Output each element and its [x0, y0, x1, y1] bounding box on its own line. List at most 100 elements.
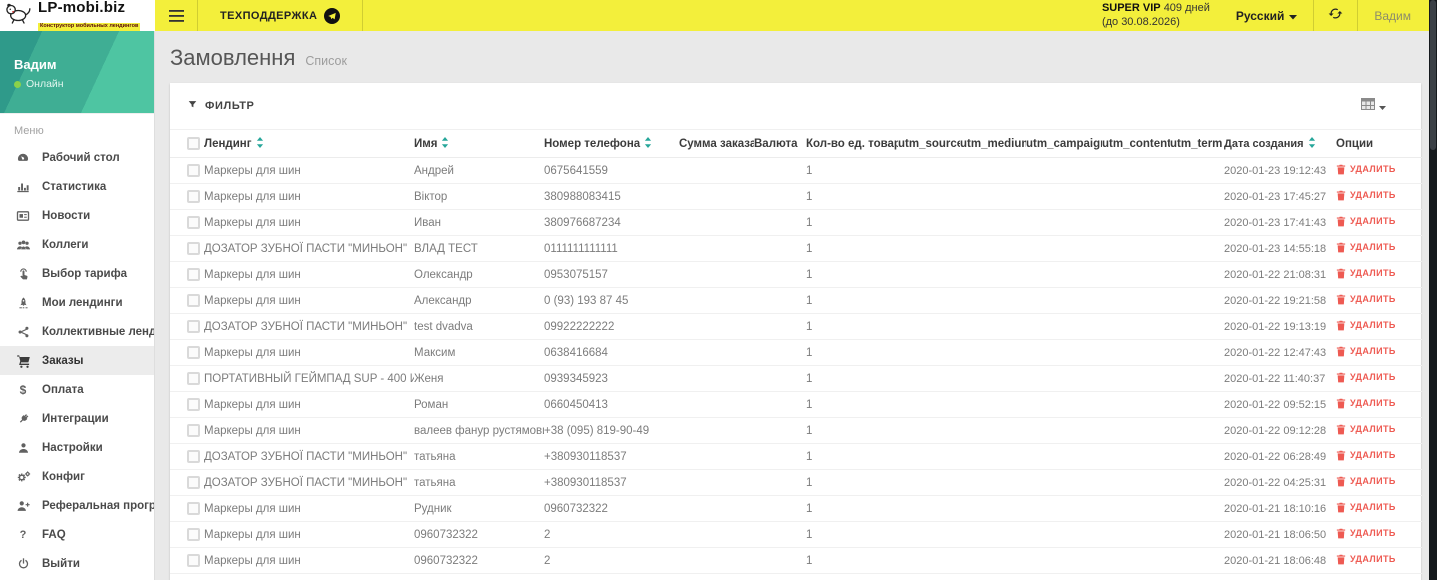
- delete-button[interactable]: УДАЛИТЬ: [1336, 346, 1396, 357]
- scrollbar-thumb[interactable]: [1430, 0, 1436, 150]
- delete-button[interactable]: УДАЛИТЬ: [1336, 424, 1396, 435]
- sidebar-item-11[interactable]: Конфиг: [0, 462, 154, 491]
- sidebar-item-8[interactable]: $ Оплата: [0, 375, 154, 404]
- row-checkbox[interactable]: [187, 294, 200, 307]
- row-checkbox[interactable]: [187, 346, 200, 359]
- row-checkbox[interactable]: [187, 502, 200, 515]
- cell-utm_campaign: [1026, 287, 1102, 314]
- row-checkbox[interactable]: [187, 372, 200, 385]
- cell-utm_source: [898, 261, 960, 288]
- refresh-button[interactable]: [1313, 0, 1357, 31]
- sidebar-item-7[interactable]: Заказы: [0, 346, 154, 375]
- language-selector[interactable]: Русский: [1220, 0, 1314, 31]
- cell-utm_medium: [960, 443, 1026, 470]
- column-header-2[interactable]: Номер телефона: [544, 129, 679, 158]
- sort-icon[interactable]: [252, 137, 264, 150]
- support-button[interactable]: ТЕХПОДДЕРЖКА: [197, 0, 364, 31]
- trash-icon-label: УДАЛИТЬ: [1350, 502, 1396, 512]
- row-checkbox[interactable]: [187, 242, 200, 255]
- delete-button[interactable]: УДАЛИТЬ: [1336, 216, 1396, 227]
- sidebar-item-3[interactable]: Коллеги: [0, 230, 154, 259]
- delete-button[interactable]: УДАЛИТЬ: [1336, 242, 1396, 253]
- delete-button[interactable]: УДАЛИТЬ: [1336, 476, 1396, 487]
- sidebar-item-14[interactable]: Выйти: [0, 549, 154, 578]
- filter-button[interactable]: ФИЛЬТР: [187, 97, 254, 115]
- delete-button[interactable]: УДАЛИТЬ: [1336, 528, 1396, 539]
- cell-sum: [679, 261, 754, 288]
- sidebar-item-10[interactable]: Настройки: [0, 433, 154, 462]
- delete-button[interactable]: УДАЛИТЬ: [1336, 502, 1396, 513]
- cell-name: Иван: [414, 209, 544, 236]
- cell-utm_content: [1102, 261, 1170, 288]
- user-menu[interactable]: Вадим: [1357, 0, 1429, 31]
- cell-utm_medium: [960, 209, 1026, 236]
- row-checkbox[interactable]: [187, 190, 200, 203]
- column-header-11[interactable]: Дата создания: [1224, 129, 1336, 158]
- sidebar-item-6[interactable]: Коллективные лендинги: [0, 317, 154, 346]
- sidebar-item-5[interactable]: Мои лендинги: [0, 288, 154, 317]
- row-checkbox[interactable]: [187, 476, 200, 489]
- row-checkbox[interactable]: [187, 554, 200, 567]
- filter-icon: [187, 97, 198, 115]
- column-header-1[interactable]: Имя: [414, 129, 544, 158]
- row-checkbox[interactable]: [187, 528, 200, 541]
- cell-phone: 09922222222: [544, 313, 679, 340]
- delete-button[interactable]: УДАЛИТЬ: [1336, 164, 1396, 175]
- hamburger-menu-icon[interactable]: [155, 0, 197, 31]
- cell-sum: [679, 339, 754, 366]
- row-checkbox[interactable]: [187, 424, 200, 437]
- sidebar-item-2[interactable]: Новости: [0, 201, 154, 230]
- delete-button[interactable]: УДАЛИТЬ: [1336, 450, 1396, 461]
- column-settings-button[interactable]: [1361, 97, 1404, 115]
- cell-qty: 1: [806, 443, 898, 470]
- delete-button[interactable]: УДАЛИТЬ: [1336, 268, 1396, 279]
- trash-icon-label: УДАЛИТЬ: [1350, 190, 1396, 200]
- cell-currency: [754, 235, 806, 262]
- table-row: Маркеры для шин 0960732322 2 1 2020-01-21 18…: [170, 547, 1422, 574]
- row-checkbox[interactable]: [187, 320, 200, 333]
- cell-utm_medium: [960, 313, 1026, 340]
- sort-icon[interactable]: [640, 137, 652, 150]
- delete-button[interactable]: УДАЛИТЬ: [1336, 294, 1396, 305]
- sort-icon[interactable]: [437, 137, 449, 150]
- username-label: Вадим: [1374, 8, 1411, 23]
- delete-button[interactable]: УДАЛИТЬ: [1336, 554, 1396, 565]
- delete-button[interactable]: УДАЛИТЬ: [1336, 398, 1396, 409]
- cell-name: татьяна: [414, 443, 544, 470]
- page-subtitle: Список: [305, 54, 347, 68]
- column-header-0[interactable]: Лендинг: [204, 129, 414, 158]
- row-checkbox[interactable]: [187, 398, 200, 411]
- sidebar-item-4[interactable]: Выбор тарифа: [0, 259, 154, 288]
- app-logo[interactable]: LP-mobi.biz Конструктор мобильных лендин…: [0, 0, 155, 31]
- cell-utm_content: [1102, 547, 1170, 574]
- cell-utm_campaign: [1026, 495, 1102, 522]
- faq-icon: ?: [19, 528, 27, 541]
- sidebar-item-12[interactable]: Реферальная программа: [0, 491, 154, 520]
- row-checkbox[interactable]: [187, 216, 200, 229]
- row-checkbox[interactable]: [187, 268, 200, 281]
- sidebar-item-13[interactable]: ? FAQ: [0, 520, 154, 549]
- topbar-spacer: [363, 0, 1092, 31]
- cell-utm_medium: [960, 573, 1026, 580]
- table-row: Маркеры для шин Максим 0638416684 1 2020-01-…: [170, 339, 1422, 366]
- sidebar-item-9[interactable]: Интеграции: [0, 404, 154, 433]
- delete-button[interactable]: УДАЛИТЬ: [1336, 372, 1396, 383]
- support-label: ТЕХПОДДЕРЖКА: [220, 9, 318, 22]
- row-checkbox[interactable]: [187, 164, 200, 177]
- sidebar-item-1[interactable]: Статистика: [0, 172, 154, 201]
- cell-utm_term: [1170, 209, 1224, 236]
- column-header-10: utm_term: [1170, 129, 1224, 158]
- page-header: Замовлення Список: [170, 31, 1421, 83]
- cell-utm_source: [898, 365, 960, 392]
- delete-button[interactable]: УДАЛИТЬ: [1336, 320, 1396, 331]
- select-all-checkbox[interactable]: [187, 137, 200, 150]
- cell-created: 2020-01-21 16:33:42: [1224, 573, 1336, 580]
- vertical-scrollbar[interactable]: [1429, 0, 1437, 580]
- delete-button[interactable]: УДАЛИТЬ: [1336, 190, 1396, 201]
- trash-icon-label: УДАЛИТЬ: [1350, 216, 1396, 226]
- sidebar-item-0[interactable]: Рабочий стол: [0, 143, 154, 172]
- sort-icon[interactable]: [1304, 137, 1316, 150]
- cell-qty: 1: [806, 573, 898, 580]
- cell-qty: 1: [806, 469, 898, 496]
- row-checkbox[interactable]: [187, 450, 200, 463]
